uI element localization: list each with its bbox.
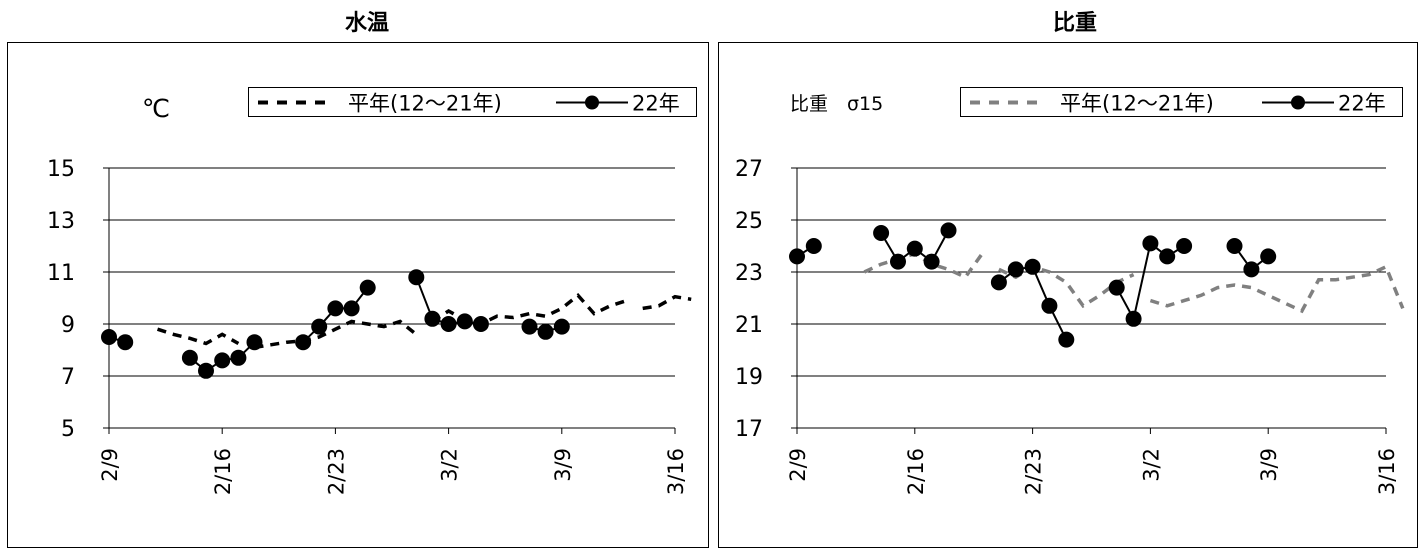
data-point bbox=[521, 318, 538, 335]
data-point bbox=[1243, 261, 1260, 278]
data-point bbox=[1176, 238, 1193, 254]
series-normal-year bbox=[156, 292, 692, 350]
x-tick-label: 3/9 bbox=[551, 448, 575, 482]
chart-title: 比重 bbox=[1053, 11, 1097, 36]
data-point bbox=[789, 248, 805, 265]
data-point bbox=[923, 253, 940, 270]
data-point bbox=[101, 329, 117, 345]
data-point bbox=[940, 222, 957, 239]
data-point bbox=[1125, 310, 1142, 327]
y-tick-label: 27 bbox=[735, 157, 763, 182]
chart-frame bbox=[718, 42, 1418, 548]
chart-1: 比重 17 19 21 23 25 27 2/9 2/16 2/23 3/2 3/9 3/16 比重 σ1… bbox=[718, 11, 1418, 548]
y-tick-label: 17 bbox=[735, 417, 763, 442]
data-point bbox=[408, 269, 425, 286]
x-tick-label: 3/9 bbox=[1257, 448, 1281, 482]
x-tick-label: 3/2 bbox=[438, 448, 462, 482]
x-tick-label: 2/23 bbox=[324, 448, 348, 495]
legend-label: 22年 bbox=[1338, 92, 1386, 116]
unit-label: 比重 σ15 bbox=[790, 93, 883, 115]
y-tick-label: 21 bbox=[735, 313, 763, 338]
data-point bbox=[472, 316, 489, 332]
legend-swatch-marker bbox=[585, 95, 599, 110]
series-line bbox=[156, 327, 240, 346]
data-point bbox=[295, 334, 312, 351]
data-point bbox=[1058, 331, 1075, 348]
legend: 平年(12～21年) 22年 bbox=[248, 87, 697, 117]
x-tick-label: 3/16 bbox=[1375, 448, 1399, 495]
x-tick-label: 2/9 bbox=[786, 448, 810, 482]
y-tick-label: 9 bbox=[61, 313, 75, 338]
data-point bbox=[1226, 238, 1243, 254]
x-tick-label: 2/9 bbox=[98, 448, 122, 482]
data-point bbox=[805, 238, 822, 254]
data-point bbox=[1024, 258, 1041, 275]
legend-label: 平年(12～21年) bbox=[348, 92, 502, 116]
x-tick-label: 3/2 bbox=[1139, 448, 1163, 482]
data-point bbox=[327, 300, 344, 317]
y-tick-label: 11 bbox=[47, 261, 75, 286]
data-point bbox=[1007, 261, 1024, 278]
data-point bbox=[990, 274, 1007, 291]
data-point bbox=[198, 362, 214, 379]
x-tick-label: 2/16 bbox=[904, 448, 928, 495]
data-point bbox=[424, 310, 441, 327]
series-current-year bbox=[101, 269, 570, 379]
series-line bbox=[1149, 264, 1405, 314]
series-line bbox=[863, 251, 984, 280]
data-point bbox=[117, 334, 134, 351]
data-point bbox=[230, 349, 247, 366]
data-point bbox=[890, 253, 906, 270]
y-tick-label: 13 bbox=[47, 209, 75, 234]
data-point bbox=[1142, 235, 1159, 252]
y-tick-label: 5 bbox=[61, 417, 75, 442]
x-tick-label: 2/16 bbox=[211, 448, 235, 495]
chart-frame bbox=[7, 42, 709, 548]
series-line bbox=[254, 319, 418, 350]
legend: 平年(12～21年) 22年 bbox=[960, 87, 1403, 117]
chart-title: 水温 bbox=[345, 11, 389, 36]
data-point bbox=[456, 313, 473, 330]
x-tick-label: 3/16 bbox=[664, 448, 688, 495]
data-point bbox=[359, 279, 376, 296]
data-point bbox=[1108, 279, 1125, 296]
y-tick-label: 25 bbox=[735, 209, 763, 234]
legend-swatch-marker bbox=[1291, 95, 1305, 110]
data-point bbox=[440, 316, 457, 332]
legend-label: 22年 bbox=[632, 92, 680, 116]
y-tick-label: 7 bbox=[61, 365, 75, 390]
data-point bbox=[1260, 248, 1277, 265]
data-point bbox=[1041, 297, 1058, 314]
data-point bbox=[311, 318, 328, 335]
data-point bbox=[214, 352, 231, 369]
series-line bbox=[642, 294, 692, 311]
data-point bbox=[553, 318, 570, 335]
x-tick-label: 2/23 bbox=[1022, 448, 1046, 495]
y-tick-label: 19 bbox=[735, 365, 763, 390]
series-current-year bbox=[789, 222, 1277, 348]
data-point bbox=[873, 225, 890, 241]
unit-label: ℃ bbox=[142, 94, 170, 123]
y-tick-label: 23 bbox=[735, 261, 763, 286]
data-point bbox=[537, 323, 554, 340]
legend-label: 平年(12～21年) bbox=[1060, 92, 1214, 116]
data-point bbox=[906, 240, 923, 257]
y-tick-label: 15 bbox=[47, 157, 75, 182]
data-point bbox=[181, 349, 198, 366]
data-point bbox=[246, 334, 263, 351]
data-point bbox=[343, 300, 360, 317]
chart-0: 水温 5 7 9 11 13 15 2/9 2/16 2/23 3/2 3/9 3/16 ℃ 平年(12～2… bbox=[7, 11, 709, 548]
series-normal-year bbox=[863, 251, 1405, 314]
data-point bbox=[1159, 248, 1176, 265]
